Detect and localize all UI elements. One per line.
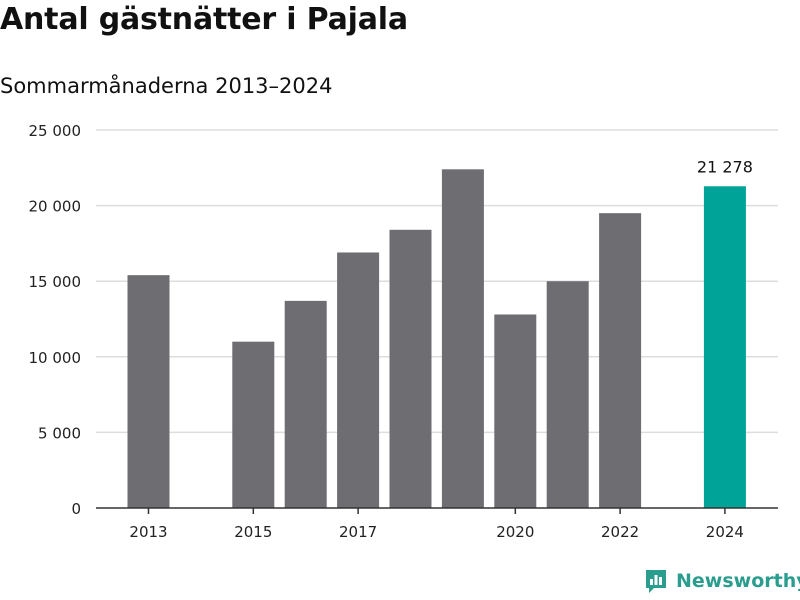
bar-2017	[337, 252, 380, 508]
chart-subtitle: Sommarmånaderna 2013–2024	[0, 74, 333, 98]
bar-2020	[494, 314, 537, 508]
y-tick-label: 0	[71, 500, 81, 518]
x-tick-label: 2022	[601, 523, 639, 541]
newsworthy-logo: Newsworthy	[644, 568, 800, 594]
y-tick-label: 5 000	[38, 424, 81, 442]
y-tick-label: 25 000	[29, 122, 82, 140]
y-tick-label: 10 000	[29, 349, 82, 367]
y-tick-label: 15 000	[29, 273, 82, 291]
newsworthy-logo-icon	[646, 570, 666, 593]
x-tick-label: 2017	[339, 523, 377, 541]
bar-2018	[389, 229, 432, 509]
bar-2015	[232, 341, 275, 508]
x-tick-label: 2024	[706, 523, 744, 541]
chart-title: Antal gästnätter i Pajala	[0, 2, 408, 37]
x-tick-label: 2020	[496, 523, 534, 541]
y-tick-label: 20 000	[29, 198, 82, 216]
bar-2021	[546, 281, 589, 508]
bar-2019	[441, 169, 484, 508]
bar-2013	[127, 275, 170, 508]
x-tick-label: 2013	[129, 523, 167, 541]
bar-2022	[599, 213, 642, 508]
data-label: 21 278	[697, 157, 753, 176]
newsworthy-logo-text: Newsworthy	[676, 570, 800, 592]
bar-2024	[703, 186, 746, 508]
x-tick-label: 2015	[234, 523, 272, 541]
bar-2016	[284, 300, 327, 508]
